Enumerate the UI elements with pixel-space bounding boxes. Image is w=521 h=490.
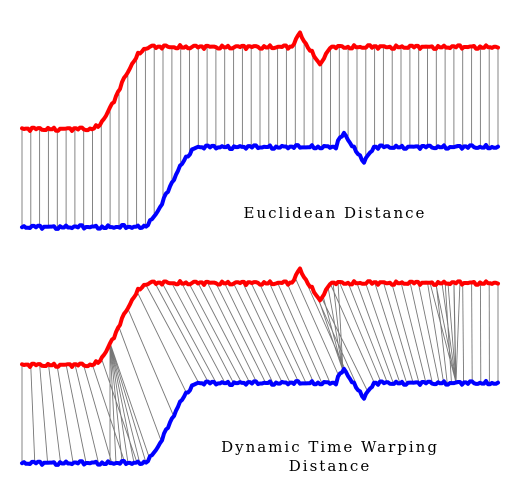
alignment-connector [409, 281, 433, 384]
alignment-connector [145, 283, 199, 383]
alignment-connector [83, 365, 113, 464]
alignment-connector [382, 282, 414, 383]
alignment-connector [444, 281, 452, 384]
dtw-connectors [21, 277, 499, 465]
euclidean-connectors [21, 41, 499, 229]
alignment-connector [447, 283, 457, 383]
alignment-connector [197, 283, 250, 383]
series-b-line-euclidean [20, 130, 500, 231]
alignment-connector [206, 281, 258, 385]
alignment-connector [330, 284, 375, 383]
alignment-connector [180, 280, 234, 383]
alignment-connector [277, 282, 323, 385]
alignment-connector [435, 284, 457, 383]
alignment-connector [455, 281, 461, 383]
alignment-connector [109, 343, 147, 463]
alignment-connector [109, 343, 141, 465]
dtw-label-line2: Distance [288, 457, 372, 475]
alignment-connector [109, 343, 129, 463]
alignment-connector [136, 290, 187, 393]
alignment-connector [241, 281, 291, 383]
alignment-connector [171, 283, 226, 384]
series-b-line-dtw [20, 366, 500, 467]
alignment-connector [471, 282, 473, 382]
alignment-connector [259, 284, 307, 384]
alignment-connector [435, 284, 448, 385]
alignment-connector [215, 282, 267, 384]
series-a-line-dtw [20, 266, 500, 369]
alignment-connector [162, 284, 218, 385]
alignment-connector [285, 281, 331, 384]
dtw-label-line1: Dynamic Time Warping [221, 438, 439, 456]
alignment-connector [39, 364, 49, 463]
euclidean-distance-label: Euclidean Distance [243, 204, 427, 222]
alignment-connector [453, 282, 457, 383]
alignment-connector [427, 282, 444, 382]
dtw-panel [20, 266, 500, 467]
alignment-connector [65, 364, 87, 464]
alignment-connector [56, 366, 74, 465]
alignment-connector [109, 343, 117, 464]
alignment-connector [327, 286, 344, 371]
alignment-connector [391, 284, 421, 386]
euclidean-panel [20, 30, 500, 231]
alignment-connector [294, 277, 340, 376]
dtw-distance-label: Dynamic Time Warping Distance [210, 438, 450, 476]
alignment-connector [322, 295, 344, 372]
alignment-connector [400, 282, 427, 384]
alignment-connector [317, 297, 344, 372]
alignment-connector [109, 343, 123, 462]
series-a-line-euclidean [20, 30, 500, 133]
alignment-connector [356, 283, 395, 385]
alignment-connector [47, 363, 61, 463]
alignment-connector [153, 281, 210, 384]
alignment-connector [429, 282, 457, 383]
alignment-connector [441, 283, 457, 383]
alignment-connector [127, 308, 175, 417]
alignment-connector [100, 357, 138, 462]
alignment-connector [224, 283, 275, 385]
alignment-connector [233, 283, 283, 383]
alignment-connector [337, 281, 344, 371]
alignment-connector [347, 282, 388, 383]
alignment-connector [74, 364, 100, 465]
alignment-connector [365, 283, 401, 384]
alignment-connector [418, 284, 440, 383]
alignment-connector [250, 282, 299, 382]
alignment-connector [374, 282, 408, 383]
alignment-connector [109, 343, 135, 463]
alignment-connector [92, 364, 125, 462]
alignment-connector [332, 282, 344, 371]
alignment-connector [462, 284, 465, 383]
alignment-connector [109, 342, 150, 458]
alignment-connector [338, 281, 382, 382]
alignment-connector [30, 366, 36, 464]
alignment-connector [118, 327, 162, 442]
alignment-connector [321, 297, 369, 392]
alignment-connector [189, 284, 242, 383]
alignment-connector [268, 281, 315, 385]
